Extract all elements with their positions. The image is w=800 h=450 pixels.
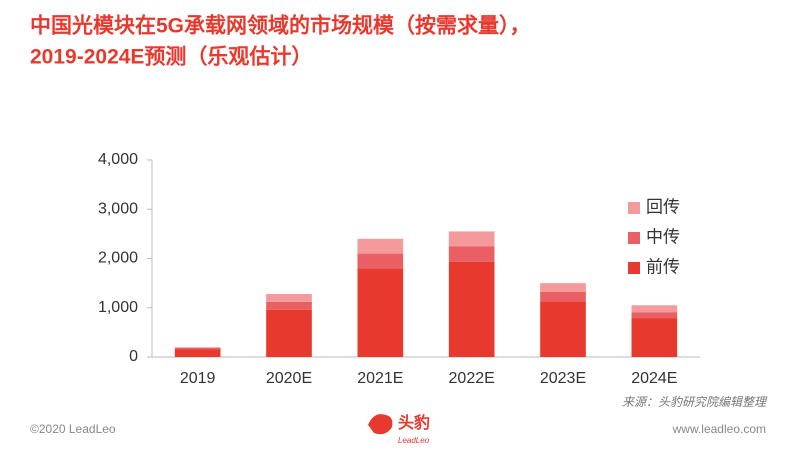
legend-label: 前传	[646, 257, 680, 276]
x-tick-label: 2020E	[266, 370, 312, 387]
legend-label: 中传	[646, 227, 680, 246]
chart-title: 中国光模块在5G承载网领域的市场规模（按需求量），	[30, 14, 531, 38]
logo-text-en: LeadLeo	[398, 436, 430, 445]
bar-segment	[540, 291, 586, 302]
y-tick-label: 1,000	[98, 299, 138, 316]
legend-label: 回传	[646, 197, 680, 216]
y-tick-label: 2,000	[98, 250, 138, 267]
bar-segment	[174, 347, 221, 350]
y-tick-label: 0	[129, 348, 138, 365]
legend-swatch	[628, 202, 640, 214]
x-tick-label: 2019	[180, 370, 216, 387]
x-tick-label: 2022E	[449, 370, 495, 387]
bar-segment	[266, 293, 312, 302]
bar-segment	[448, 231, 495, 247]
bar-segment	[540, 301, 586, 357]
x-tick-label: 2024E	[631, 370, 677, 387]
bar-segment	[540, 283, 586, 292]
bar-segment	[174, 347, 221, 348]
bar-segment	[174, 349, 221, 357]
bar-segment	[631, 305, 678, 313]
bar-segment	[631, 312, 678, 319]
x-tick-label: 2023E	[540, 370, 586, 387]
bar-segment	[448, 246, 495, 262]
copyright: ©2020 LeadLeo	[30, 422, 116, 436]
bar-segment	[266, 301, 312, 310]
bar-segment	[357, 268, 404, 357]
logo-icon	[368, 414, 393, 435]
bar-segment	[357, 253, 404, 269]
y-tick-label: 3,000	[98, 200, 138, 217]
logo-text: 头豹	[398, 413, 430, 432]
bar-segment	[448, 261, 495, 357]
legend-swatch	[628, 232, 640, 244]
bar-segment	[266, 309, 312, 357]
chart-title: 2019-2024E预测（乐观估计）	[30, 45, 312, 69]
bar-segment	[631, 318, 678, 357]
x-tick-label: 2021E	[357, 370, 403, 387]
legend-swatch	[628, 262, 640, 274]
source-note: 来源：头豹研究院编辑整理	[622, 395, 768, 409]
y-tick-label: 4,000	[98, 151, 138, 168]
site-url: www.leadleo.com	[672, 422, 766, 436]
bar-segment	[357, 238, 404, 254]
